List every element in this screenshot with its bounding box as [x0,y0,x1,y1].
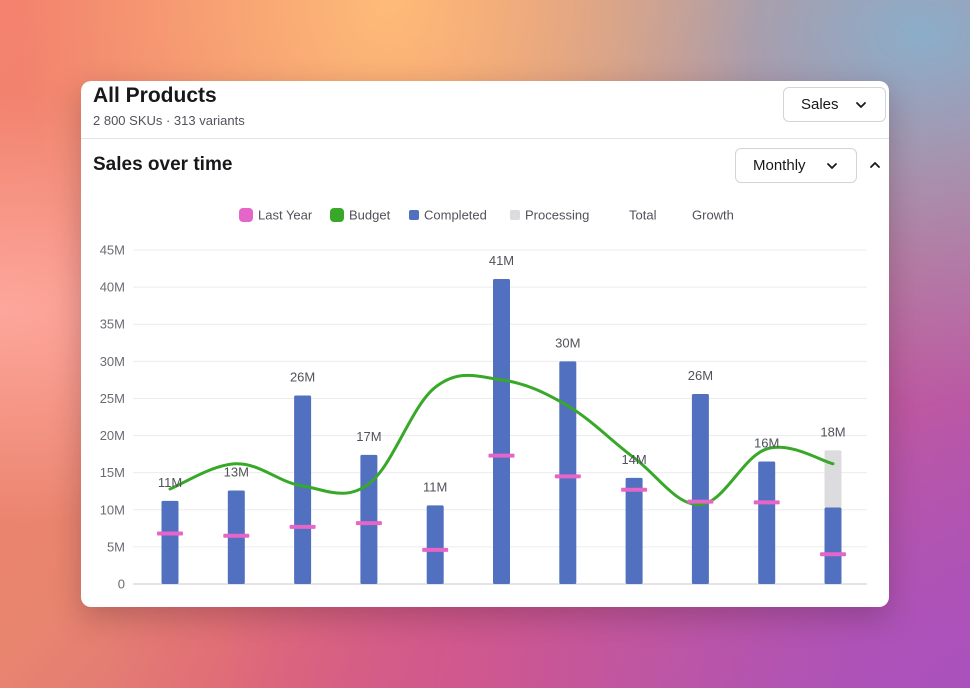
collapse-chevron-up-icon[interactable] [867,157,883,173]
completed-bar [559,361,577,584]
last-year-marker [753,500,780,505]
legend-label-last-year: Last Year [258,208,313,223]
y-tick-label: 40M [100,280,125,295]
legend-label-processing: Processing [525,208,589,223]
total-data-label: 26M [290,369,315,384]
last-year-marker [422,547,449,552]
chevron-down-icon [856,101,866,108]
total-data-label: 41M [489,253,514,268]
total-data-label: 18M [820,424,845,439]
last-year-marker [355,521,382,526]
completed-bar [161,500,179,584]
last-year-marker [157,531,183,536]
total-data-label: 16M [754,436,779,451]
total-data-label: 17M [356,429,381,444]
product-sales-card: All Products 2 800 SKUs · 313 variants S… [81,81,889,607]
section-title: Sales over time [93,154,233,175]
y-tick-label: 15M [100,465,125,480]
completed-bar [758,461,776,584]
period-select-value: Monthly [753,157,806,174]
page-title: All Products [93,84,217,107]
chevron-down-icon [827,162,837,169]
last-year-marker [289,524,316,529]
metric-select-value: Sales [801,96,839,113]
y-tick-label: 5M [107,539,125,554]
total-data-label: 11M [423,479,447,494]
y-tick-label: 10M [100,502,125,517]
completed-bar [824,507,842,584]
y-tick-label: 20M [100,428,125,443]
y-tick-label: 25M [100,391,125,406]
last-year-marker [621,487,648,492]
processing-bar [824,450,842,508]
legend-label-total: Total [629,208,657,223]
period-select[interactable]: Monthly [735,148,857,183]
completed-bar [360,454,378,584]
completed-bar [493,278,510,584]
legend-swatch-processing [510,210,520,220]
legend-label-completed: Completed [424,208,487,223]
last-year-marker [687,499,714,504]
total-data-label: 14M [621,452,646,467]
product-count-subtitle: 2 800 SKUs · 313 variants [93,113,245,128]
y-tick-label: 35M [100,317,125,332]
legend-label-budget: Budget [349,208,391,223]
last-year-marker [488,453,515,458]
y-tick-label: 45M [100,243,125,258]
completed-bar [426,505,444,584]
total-data-label: 13M [224,464,249,479]
last-year-marker [223,533,250,538]
card-header: All Products 2 800 SKUs · 313 variants S… [81,81,889,139]
metric-select[interactable]: Sales [783,87,886,122]
budget-line [168,373,835,507]
legend-swatch-last-year [239,208,253,222]
legend-swatch-completed [409,210,419,220]
total-data-label: 30M [555,335,580,350]
y-tick-label: 30M [100,354,125,369]
legend-swatch-budget [330,208,344,222]
total-data-label: 11M [158,475,182,490]
last-year-marker [820,552,846,557]
completed-bar [625,477,643,584]
total-data-label: 26M [688,368,713,383]
last-year-marker [554,474,581,479]
sales-chart: 0 5M 10M 15M 20M 25M 30M 35M 40M 45M Last Year Budg… [100,208,867,592]
completed-bar [294,395,312,584]
legend-label-growth: Growth [692,208,734,223]
y-tick-label: 0 [118,577,125,592]
completed-bar [691,393,709,584]
